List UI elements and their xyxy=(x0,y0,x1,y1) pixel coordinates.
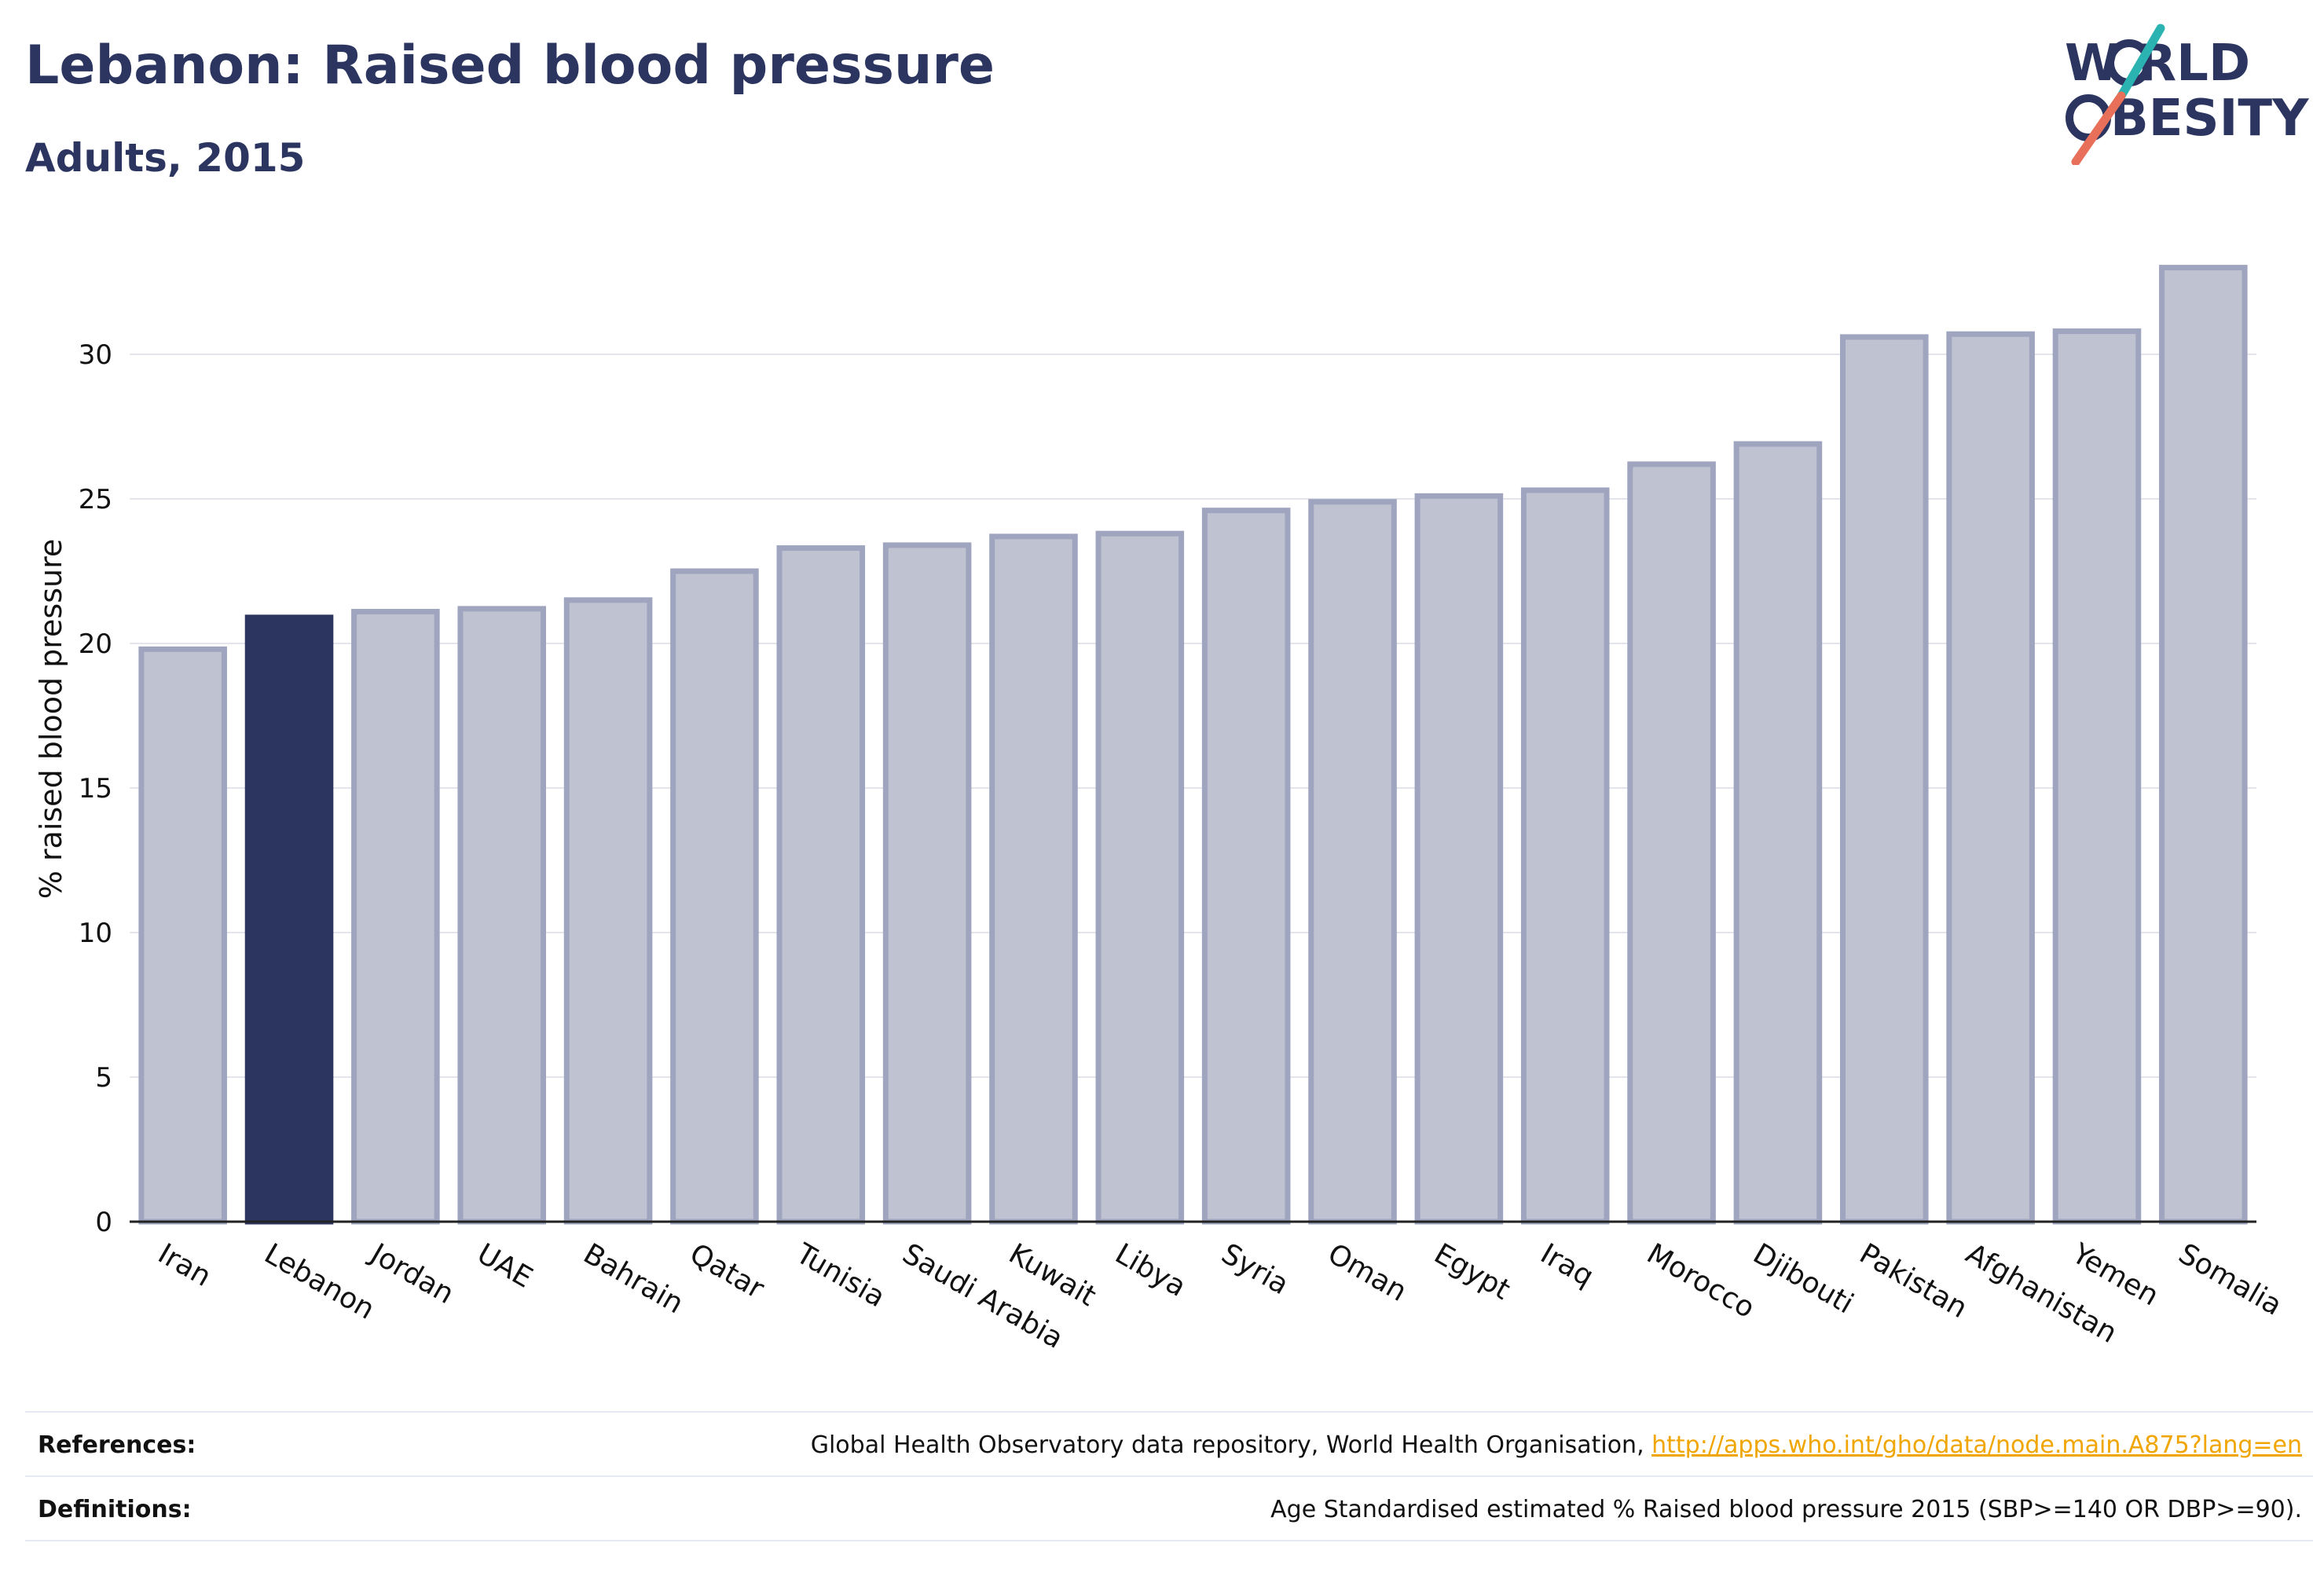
bar-egypt xyxy=(1414,493,1504,1225)
y-tick-labels: 0 5 10 15 20 25 30 xyxy=(79,339,112,1238)
y-axis-label: % raised blood pressure xyxy=(34,539,68,900)
bar-afghanistan xyxy=(1946,331,2035,1225)
logo-line2: BESITY xyxy=(2110,90,2309,148)
x-tick-label-iran: Iran xyxy=(152,1237,216,1293)
x-tick-label-oman: Oman xyxy=(1322,1237,1412,1308)
y-tick-label-5: 5 xyxy=(95,1062,112,1094)
x-tick-label-lebanon: Lebanon xyxy=(259,1237,380,1326)
x-tick-label-egypt: Egypt xyxy=(1428,1237,1515,1306)
x-tick-label-libya: Libya xyxy=(1109,1237,1191,1303)
bar-iran xyxy=(138,646,227,1225)
bar-djibouti xyxy=(1733,441,1823,1225)
bar-yemen xyxy=(2052,328,2142,1225)
y-tick-label-30: 30 xyxy=(79,339,112,371)
chart-title: Lebanon: Raised blood pressure xyxy=(25,35,995,97)
bar-libya xyxy=(1095,530,1185,1225)
bar-pakistan xyxy=(1839,334,1929,1225)
bar-jordan xyxy=(351,609,440,1225)
gridlines xyxy=(130,354,2256,1078)
y-tick-label-15: 15 xyxy=(79,773,112,804)
references-link[interactable]: http://apps.who.int/gho/data/node.main.A… xyxy=(1651,1431,2302,1459)
x-tick-label-djibouti: Djibouti xyxy=(1747,1237,1858,1320)
bar-syria xyxy=(1201,508,1291,1225)
definitions-text: Age Standardised estimated % Raised bloo… xyxy=(1270,1496,2302,1523)
footer-divider-middle xyxy=(25,1475,2313,1477)
footer-divider-bottom xyxy=(25,1540,2313,1541)
bar-saudi-arabia xyxy=(882,542,972,1225)
logo-line1: W RLD xyxy=(2065,35,2250,93)
x-tick-label-pakistan: Pakistan xyxy=(1854,1237,1973,1325)
world-obesity-logo: W RLD BESITY xyxy=(2065,24,2309,165)
y-tick-label-10: 10 xyxy=(79,918,112,949)
references-source: Global Health Observatory data repositor… xyxy=(810,1431,1652,1459)
bars xyxy=(138,265,2248,1225)
x-tick-label-syria: Syria xyxy=(1216,1237,1294,1301)
x-tick-label-tunisia: Tunisia xyxy=(790,1237,890,1314)
bar-uae xyxy=(457,606,547,1225)
bar-qatar xyxy=(670,568,759,1225)
logo-slash-teal xyxy=(2117,24,2165,101)
bar-tunisia xyxy=(776,545,866,1225)
bar-morocco xyxy=(1627,461,1716,1225)
logo-slash-coral xyxy=(2071,91,2126,165)
x-tick-label-iraq: Iraq xyxy=(1535,1237,1599,1293)
x-tick-label-uae: UAE xyxy=(471,1237,537,1294)
bar-kuwait xyxy=(989,533,1078,1225)
bar-iraq xyxy=(1520,487,1610,1225)
x-tick-label-qatar: Qatar xyxy=(684,1237,769,1305)
y-tick-label-20: 20 xyxy=(79,629,112,660)
footer-divider-top xyxy=(25,1411,2313,1413)
bar-somalia xyxy=(2159,265,2248,1225)
chart-subtitle: Adults, 2015 xyxy=(25,135,306,181)
bar-oman xyxy=(1308,499,1397,1225)
y-tick-label-25: 25 xyxy=(79,484,112,515)
y-tick-label-0: 0 xyxy=(95,1207,112,1238)
definitions-label: Definitions: xyxy=(38,1496,192,1523)
bar-lebanon xyxy=(244,614,334,1225)
bar-bahrain xyxy=(563,597,653,1225)
x-tick-label-bahrain: Bahrain xyxy=(578,1237,689,1320)
references-label: References: xyxy=(38,1431,196,1459)
x-tick-label-morocco: Morocco xyxy=(1641,1237,1760,1325)
x-tick-label-somalia: Somalia xyxy=(2173,1237,2287,1322)
references-text: Global Health Observatory data repositor… xyxy=(811,1431,2302,1459)
